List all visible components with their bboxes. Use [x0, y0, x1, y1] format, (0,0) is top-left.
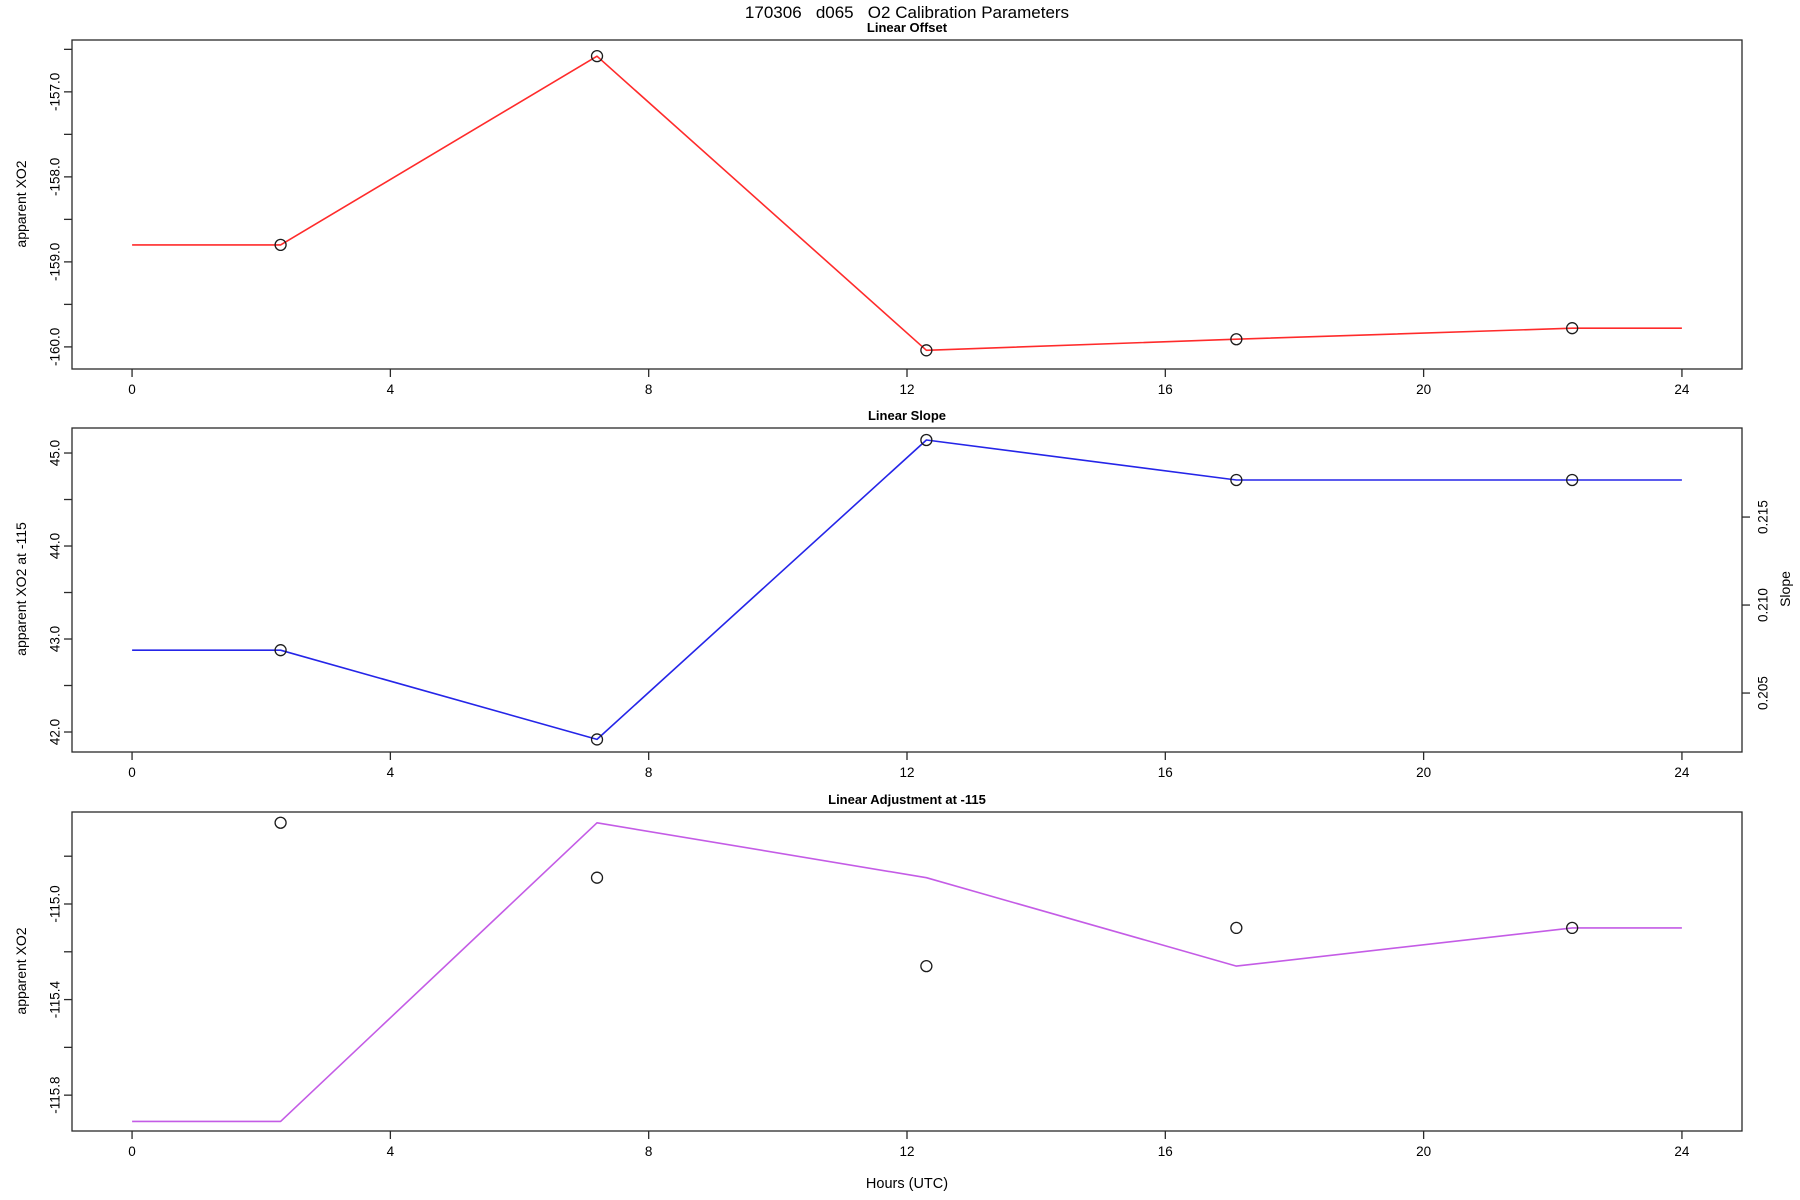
- svg-text:-115.8: -115.8: [47, 1077, 62, 1114]
- svg-text:8: 8: [645, 382, 653, 397]
- svg-text:4: 4: [387, 765, 395, 780]
- svg-text:12: 12: [899, 1144, 914, 1159]
- svg-text:4: 4: [387, 382, 395, 397]
- panel-title-linear-adjustment: Linear Adjustment at -115: [828, 792, 986, 807]
- svg-text:42.0: 42.0: [47, 719, 62, 745]
- svg-text:0: 0: [128, 382, 136, 397]
- svg-text:44.0: 44.0: [47, 533, 62, 559]
- svg-text:43.0: 43.0: [47, 626, 62, 652]
- svg-text:12: 12: [899, 765, 914, 780]
- svg-text:20: 20: [1416, 765, 1431, 780]
- svg-text:4: 4: [387, 1144, 395, 1159]
- svg-text:20: 20: [1416, 382, 1431, 397]
- svg-text:-158.0: -158.0: [47, 158, 62, 196]
- svg-text:24: 24: [1674, 382, 1690, 397]
- svg-text:-159.0: -159.0: [47, 243, 62, 281]
- svg-text:8: 8: [645, 1144, 653, 1159]
- svg-text:0: 0: [128, 1144, 136, 1159]
- figure-title: 170306 d065 O2 Calibration Parameters: [744, 3, 1070, 22]
- svg-text:-157.0: -157.0: [47, 73, 62, 111]
- svg-text:0.205: 0.205: [1755, 676, 1770, 710]
- svg-text:20: 20: [1416, 1144, 1431, 1159]
- svg-text:0.215: 0.215: [1755, 500, 1770, 534]
- svg-text:24: 24: [1674, 765, 1690, 780]
- svg-text:16: 16: [1158, 382, 1173, 397]
- svg-text:16: 16: [1158, 765, 1173, 780]
- panel-title-linear-offset: Linear Offset: [866, 20, 948, 35]
- svg-text:0: 0: [128, 765, 136, 780]
- svg-text:0.210: 0.210: [1755, 588, 1770, 622]
- svg-text:-115.4: -115.4: [47, 980, 62, 1018]
- svg-text:24: 24: [1674, 1144, 1690, 1159]
- svg-text:12: 12: [899, 382, 914, 397]
- svg-text:45.0: 45.0: [47, 440, 62, 466]
- x-axis-label: Hours (UTC): [865, 1176, 949, 1192]
- svg-text:-160.0: -160.0: [47, 328, 62, 366]
- svg-text:-115.0: -115.0: [47, 885, 62, 922]
- panel-title-linear-slope: Linear Slope: [867, 408, 947, 423]
- svg-text:8: 8: [645, 765, 653, 780]
- svg-text:16: 16: [1158, 1144, 1173, 1159]
